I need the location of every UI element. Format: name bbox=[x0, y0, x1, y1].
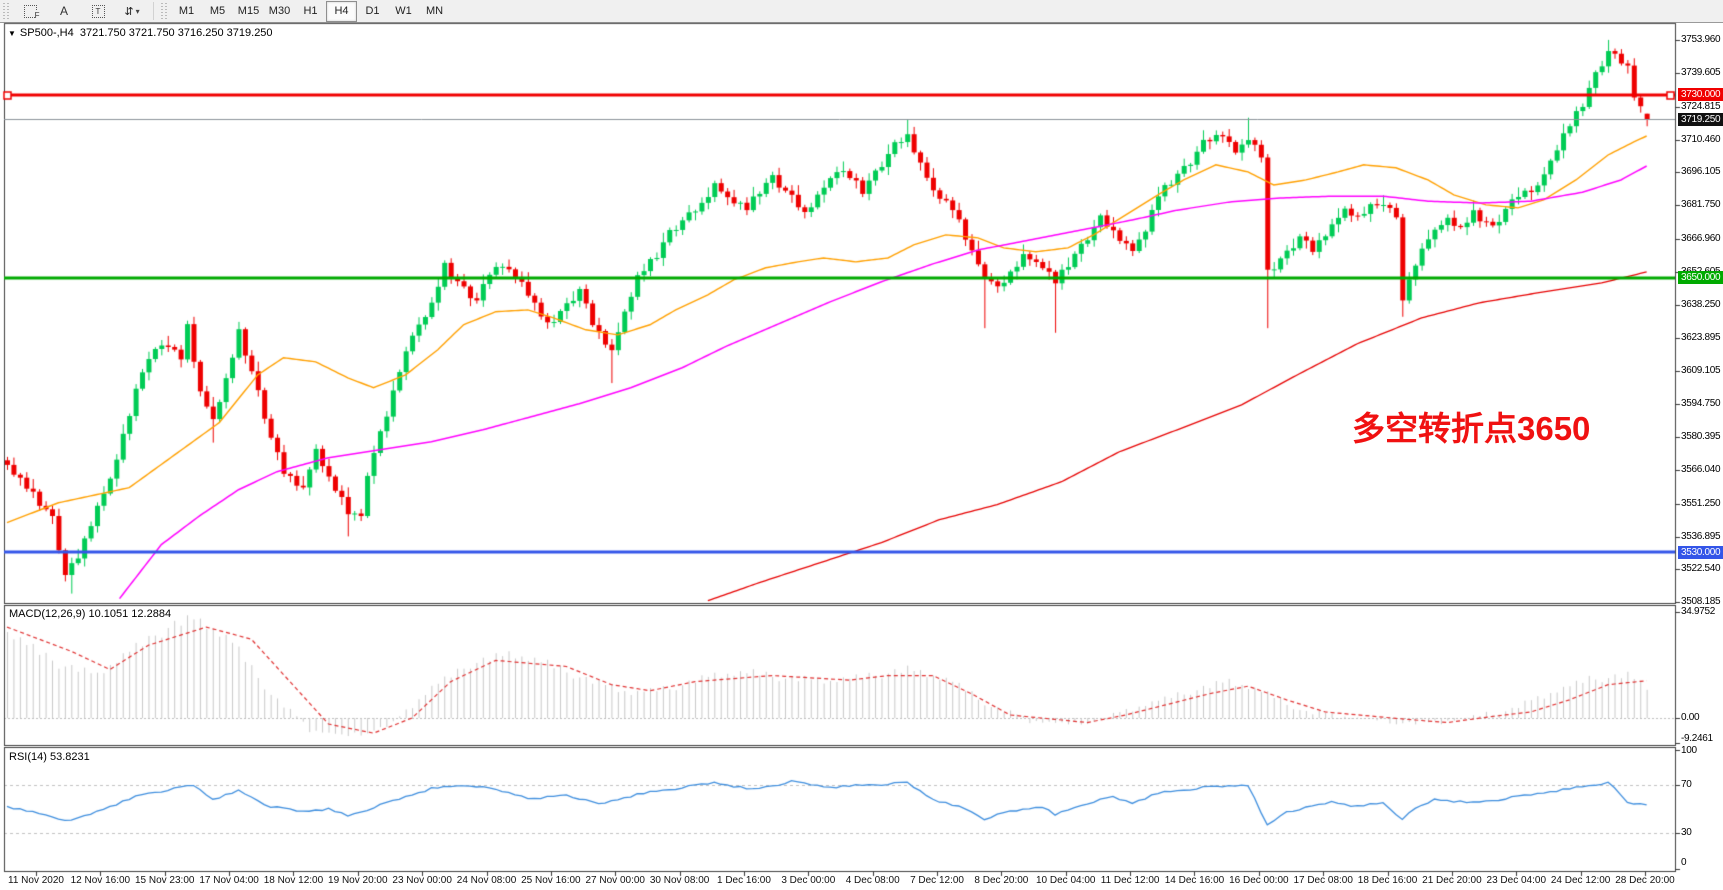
level-price-tag: 3530.000 bbox=[1678, 545, 1723, 559]
time-axis-label: 17 Nov 04:00 bbox=[199, 875, 259, 886]
rsi-tick-label: 70 bbox=[1681, 779, 1692, 790]
rsi-tick-label: 30 bbox=[1681, 827, 1692, 838]
price-tick-label: 3623.895 bbox=[1681, 331, 1721, 343]
time-axis-label: 16 Dec 00:00 bbox=[1229, 875, 1289, 886]
time-axis-label: 10 Dec 04:00 bbox=[1036, 875, 1096, 886]
level-price-tag: 3650.000 bbox=[1678, 271, 1723, 285]
price-tick-label: 3739.605 bbox=[1681, 66, 1721, 78]
current-price-tag: 3719.250 bbox=[1678, 112, 1723, 126]
price-tick-label: 3753.960 bbox=[1681, 34, 1721, 45]
price-tick-label: 3522.540 bbox=[1681, 563, 1721, 575]
price-tick-label: 3681.750 bbox=[1681, 199, 1721, 211]
time-axis-label: 19 Nov 20:00 bbox=[328, 875, 388, 886]
price-tick-label: 3594.750 bbox=[1681, 398, 1721, 410]
price-tick-label: 3724.815 bbox=[1681, 100, 1721, 112]
macd-tick-label: -9.2461 bbox=[1681, 733, 1713, 744]
time-axis-label: 18 Nov 12:00 bbox=[263, 875, 324, 886]
time-axis-label: 21 Dec 20:00 bbox=[1422, 875, 1482, 886]
rsi-tick-label: 0 bbox=[1681, 857, 1687, 868]
level-price-tag: 3730.000 bbox=[1678, 88, 1723, 102]
price-tick-label: 3551.250 bbox=[1681, 497, 1721, 509]
instrument-label[interactable]: ▼ SP500-,H4 3721.750 3721.750 3716.250 37… bbox=[8, 27, 273, 39]
symbol-period: SP500-,H4 bbox=[19, 27, 74, 39]
time-axis-label: 17 Dec 08:00 bbox=[1293, 875, 1353, 886]
price-tick-label: 3666.960 bbox=[1681, 233, 1721, 245]
time-axis-label: 12 Nov 16:00 bbox=[70, 875, 131, 886]
price-tick-label: 3710.460 bbox=[1681, 133, 1721, 145]
time-axis-label: 24 Nov 08:00 bbox=[456, 875, 517, 886]
price-tick-label: 3609.105 bbox=[1681, 365, 1721, 377]
macd-tick-label: 34.9752 bbox=[1681, 605, 1716, 617]
time-axis-label: 7 Dec 12:00 bbox=[910, 875, 964, 886]
price-tick-label: 3580.395 bbox=[1681, 431, 1721, 443]
rsi-tick-label: 100 bbox=[1681, 745, 1697, 756]
chart-dropdown-icon[interactable]: ▼ bbox=[8, 29, 16, 38]
macd-label: MACD(12,26,9) 10.1051 12.2884 bbox=[9, 608, 172, 620]
time-axis-label: 25 Nov 16:00 bbox=[521, 875, 581, 886]
price-tick-label: 3536.895 bbox=[1681, 530, 1721, 542]
time-axis-label: 8 Dec 20:00 bbox=[974, 875, 1029, 886]
rsi-label: RSI(14) 53.8231 bbox=[9, 751, 90, 763]
price-tick-label: 3508.185 bbox=[1681, 596, 1721, 608]
time-axis-label: 14 Dec 16:00 bbox=[1164, 875, 1225, 886]
price-tick-label: 3638.250 bbox=[1681, 298, 1721, 310]
time-axis-label: 1 Dec 16:00 bbox=[716, 875, 771, 886]
time-axis-label: 18 Dec 16:00 bbox=[1357, 875, 1418, 886]
time-axis-label: 3 Dec 00:00 bbox=[781, 875, 836, 886]
time-axis-label: 24 Dec 12:00 bbox=[1550, 875, 1611, 886]
time-axis-label: 23 Nov 00:00 bbox=[392, 875, 452, 886]
macd-tick-label: 0.00 bbox=[1681, 712, 1700, 723]
ohlc-values: 3721.750 3721.750 3716.250 3719.250 bbox=[79, 27, 273, 39]
chart-annotation-text: 多空转折点3650 bbox=[1352, 410, 1591, 447]
price-tick-label: 3696.105 bbox=[1681, 166, 1721, 178]
time-axis-label: 30 Nov 08:00 bbox=[649, 875, 710, 886]
time-axis-label: 11 Nov 2020 bbox=[8, 875, 64, 886]
time-axis-label: 15 Nov 23:00 bbox=[134, 875, 195, 886]
time-axis-label: 23 Dec 04:00 bbox=[1486, 875, 1547, 886]
price-tick-label: 3566.040 bbox=[1681, 463, 1721, 475]
time-axis-label: 11 Dec 12:00 bbox=[1100, 875, 1160, 886]
time-axis-label: 4 Dec 08:00 bbox=[845, 875, 900, 886]
time-axis-label: 28 Dec 20:00 bbox=[1615, 875, 1675, 886]
time-axis-label: 27 Nov 00:00 bbox=[585, 875, 645, 886]
